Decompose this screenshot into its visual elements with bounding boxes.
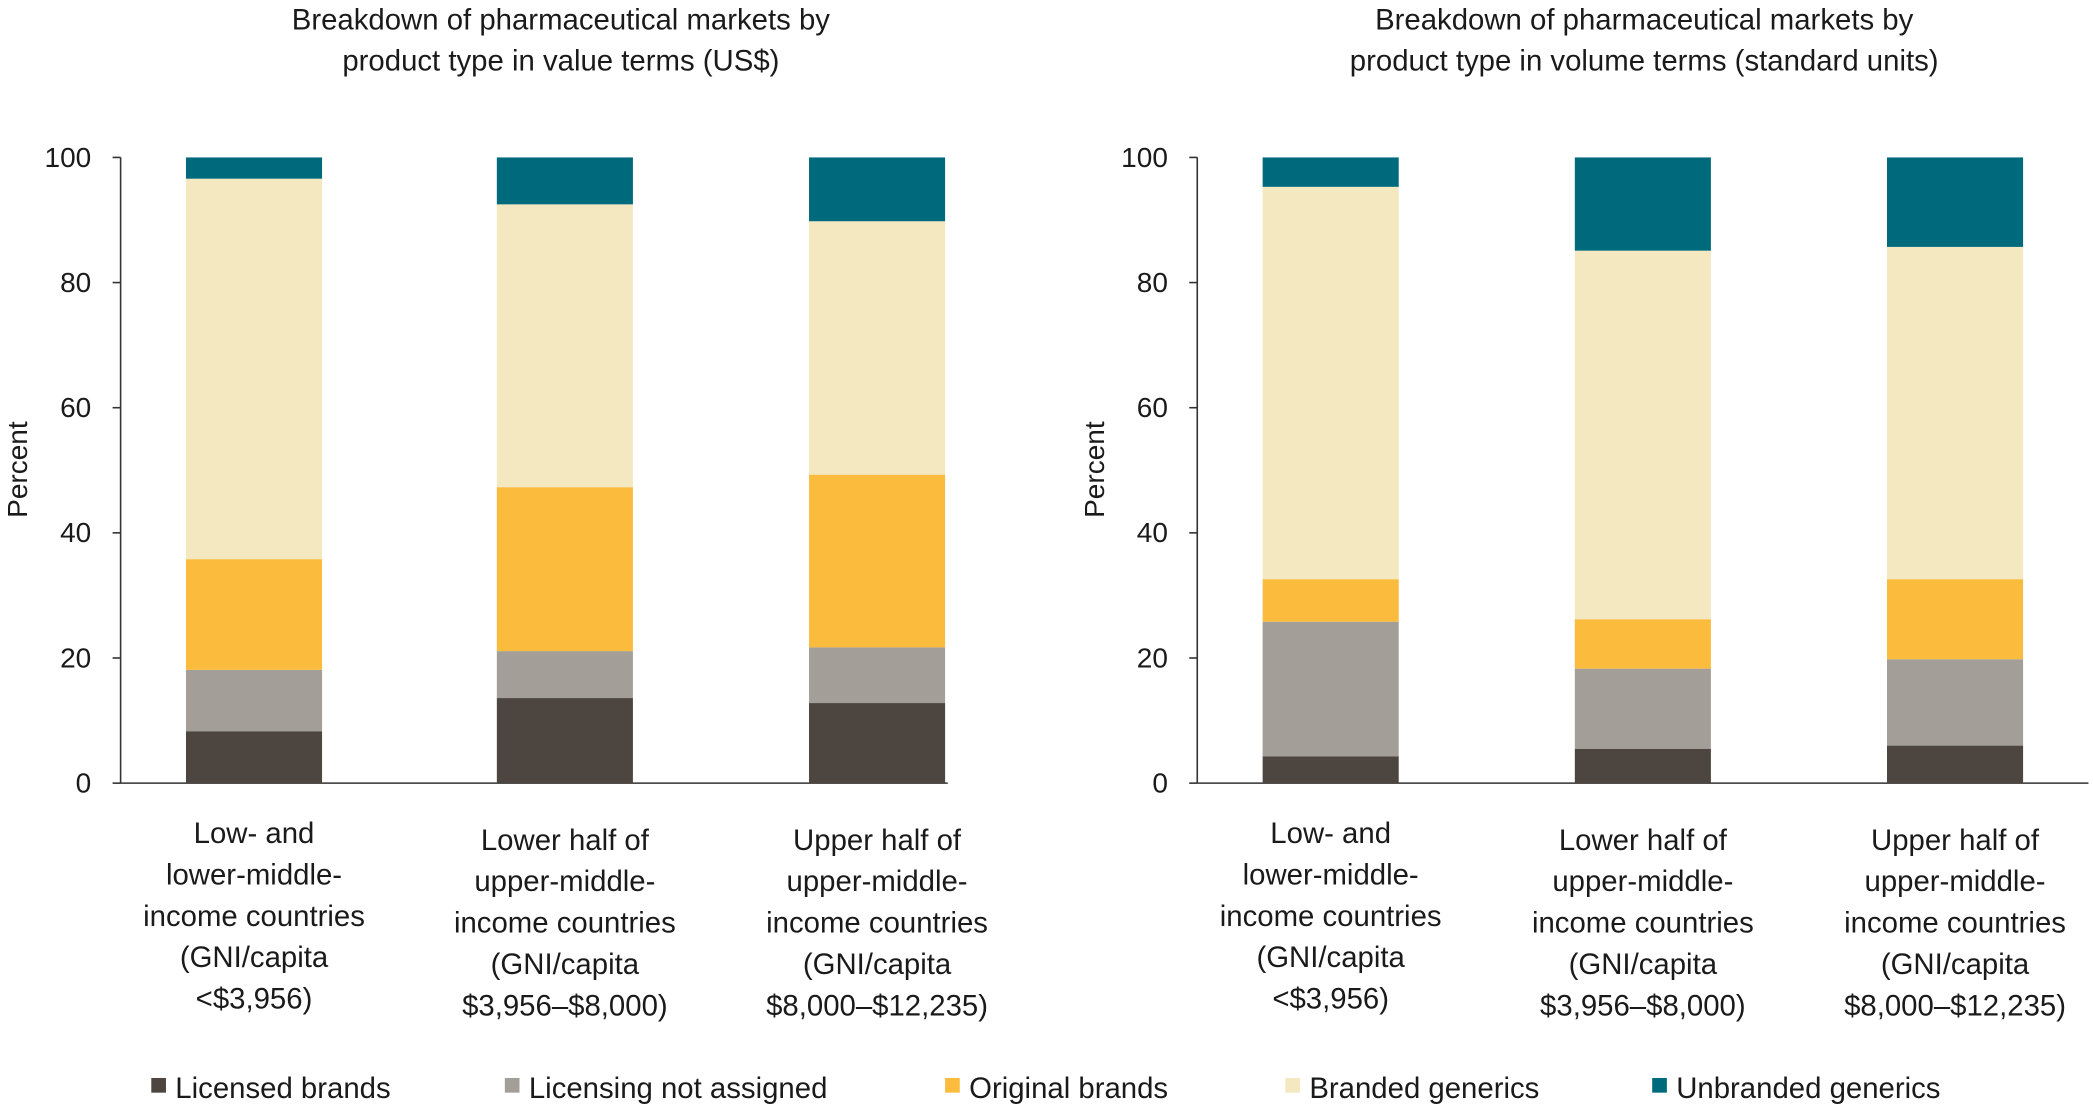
chart-panel-1: Breakdown of pharmaceutical markets by pr… xyxy=(2,3,988,1022)
chart-panel-2: Breakdown of pharmaceutical markets by pr… xyxy=(1079,3,2089,1022)
bar-segment-original-brands xyxy=(1887,579,2024,660)
bar-segment-licensed-brands xyxy=(496,698,633,784)
bar-segment-original-brands xyxy=(185,559,323,670)
chart-title-line: Breakdown of pharmaceutical markets by xyxy=(292,3,831,36)
y-axis-label: Percent xyxy=(1079,421,1110,518)
bar-segment-branded-generics xyxy=(496,204,633,488)
y-axis-label: Percent xyxy=(2,421,33,518)
bar-segment-branded-generics xyxy=(1262,186,1399,580)
legend-label: Branded generics xyxy=(1309,1072,1539,1105)
bar-segment-licensed-brands xyxy=(185,731,323,784)
legend-label: Unbranded generics xyxy=(1676,1072,1940,1105)
bar-segment-licensing-not-assigned xyxy=(1574,668,1711,749)
bar-segment-unbranded-generics xyxy=(1887,157,2024,247)
x-category-label: income countries xyxy=(1844,907,2066,940)
bar-segment-original-brands xyxy=(809,474,946,648)
x-category-label: income countries xyxy=(766,907,988,940)
bar-segment-unbranded-generics xyxy=(1574,157,1711,251)
x-category-label: (GNI/capita xyxy=(1881,948,2030,981)
x-category-label: (GNI/capita xyxy=(1569,948,1718,981)
x-category-label: Upper half of xyxy=(793,824,962,857)
x-category-label: income countries xyxy=(1532,907,1754,940)
x-category-label: $8,000–$12,235) xyxy=(1844,989,2066,1022)
legend-label: Licensing not assigned xyxy=(529,1072,828,1105)
bar-segment-licensing-not-assigned xyxy=(185,669,323,732)
x-category-label: income countries xyxy=(454,907,676,940)
bar-segment-licensing-not-assigned xyxy=(809,647,946,704)
x-category-label: $8,000–$12,235) xyxy=(766,989,988,1022)
legend-swatch xyxy=(1652,1077,1667,1093)
legend-swatch xyxy=(1285,1077,1300,1093)
x-category-label: (GNI/capita xyxy=(803,948,952,981)
x-category-label: income countries xyxy=(143,900,365,933)
y-tick-label: 100 xyxy=(45,142,92,173)
x-category-label: Lower half of xyxy=(481,824,650,857)
bar-segment-branded-generics xyxy=(185,178,323,560)
chart-title-line: product type in value terms (US$) xyxy=(342,45,779,78)
bar-segment-licensing-not-assigned xyxy=(1262,621,1399,757)
legend-label: Licensed brands xyxy=(175,1072,390,1105)
x-category-label: (GNI/capita xyxy=(491,948,640,981)
y-tick-label: 60 xyxy=(60,392,91,423)
y-tick-label: 40 xyxy=(60,517,91,548)
x-category-label: <$3,956) xyxy=(1272,983,1389,1016)
x-category-label: lower-middle- xyxy=(1243,859,1419,892)
x-category-label: <$3,956) xyxy=(196,983,313,1016)
x-category-label: income countries xyxy=(1220,900,1442,933)
bar-segment-licensed-brands xyxy=(1574,748,1711,784)
bar-segment-original-brands xyxy=(1574,619,1711,669)
x-category-label: (GNI/capita xyxy=(1256,941,1405,974)
x-category-label: (GNI/capita xyxy=(180,941,329,974)
bar-segment-branded-generics xyxy=(1887,246,2024,580)
x-category-label: Low- and xyxy=(1270,817,1391,850)
x-category-label: lower-middle- xyxy=(166,859,342,892)
bar-segment-branded-generics xyxy=(809,221,946,475)
y-tick-label: 20 xyxy=(60,642,91,673)
x-category-label: Lower half of xyxy=(1559,824,1728,857)
bar-segment-unbranded-generics xyxy=(185,157,323,179)
y-tick-label: 80 xyxy=(60,267,91,298)
x-category-label: upper-middle- xyxy=(1865,865,2046,898)
chart-title-line: product type in volume terms (standard u… xyxy=(1350,45,1939,78)
y-tick-label: 0 xyxy=(76,767,92,798)
y-tick-label: 80 xyxy=(1137,267,1168,298)
bar-segment-licensed-brands xyxy=(1887,745,2024,784)
bar-segment-unbranded-generics xyxy=(496,157,633,205)
y-tick-label: 60 xyxy=(1137,392,1168,423)
bar-segment-licensed-brands xyxy=(1262,756,1399,784)
x-category-label: $3,956–$8,000) xyxy=(462,989,668,1022)
bar-segment-licensed-brands xyxy=(809,703,946,784)
bar-segment-unbranded-generics xyxy=(809,157,946,222)
x-category-label: Low- and xyxy=(194,817,315,850)
bar-segment-licensing-not-assigned xyxy=(496,651,633,699)
y-tick-label: 40 xyxy=(1137,517,1168,548)
bar-segment-original-brands xyxy=(496,487,633,652)
legend-swatch xyxy=(151,1077,166,1093)
chart-title-line: Breakdown of pharmaceutical markets by xyxy=(1375,3,1914,36)
legend-label: Original brands xyxy=(969,1072,1168,1105)
y-tick-label: 0 xyxy=(1152,767,1168,798)
x-category-label: $3,956–$8,000) xyxy=(1540,989,1746,1022)
legend-swatch xyxy=(945,1077,960,1093)
legend-swatch xyxy=(504,1077,520,1093)
x-category-label: upper-middle- xyxy=(1552,865,1733,898)
bar-segment-unbranded-generics xyxy=(1262,157,1399,187)
x-category-label: upper-middle- xyxy=(474,865,655,898)
bar-segment-licensing-not-assigned xyxy=(1887,659,2024,746)
bar-segment-original-brands xyxy=(1262,579,1399,622)
x-category-label: upper-middle- xyxy=(787,865,968,898)
bar-segment-branded-generics xyxy=(1574,250,1711,620)
legend: Licensed brands Licensing not assigned Ori… xyxy=(151,1072,1940,1105)
y-tick-label: 100 xyxy=(1121,142,1168,173)
x-category-label: Upper half of xyxy=(1871,824,2040,857)
y-tick-label: 20 xyxy=(1137,642,1168,673)
